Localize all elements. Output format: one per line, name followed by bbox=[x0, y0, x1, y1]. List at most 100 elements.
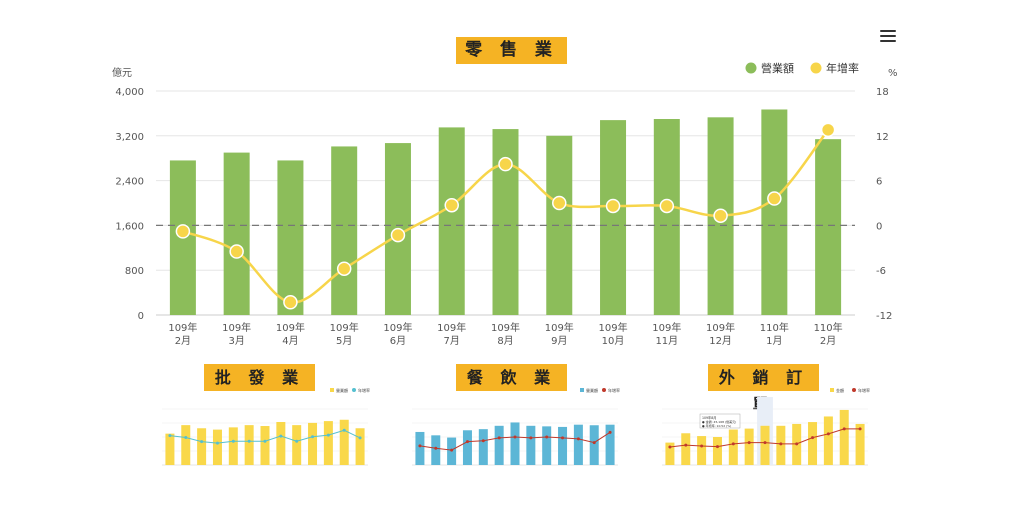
x-tick-label-month: 3月 bbox=[228, 335, 244, 347]
x-tick-label-year: 109年 bbox=[706, 321, 735, 334]
mini-growth-point bbox=[311, 435, 315, 439]
mini-bar bbox=[228, 427, 238, 465]
mini-growth-point bbox=[465, 440, 469, 444]
mini-bar bbox=[558, 426, 568, 465]
mini-growth-point bbox=[184, 435, 188, 439]
mini-bar bbox=[431, 435, 441, 465]
export-orders-mini-chart: 金額 年增率 109年8月● 金額: 45,168 (億美元)● 年增率: 10.5… bbox=[662, 387, 870, 466]
x-tick-label-year: 110年 bbox=[814, 321, 843, 334]
mini-bar bbox=[415, 431, 425, 465]
bar bbox=[653, 119, 680, 315]
y-left-tick-label: 4,000 bbox=[115, 87, 144, 98]
mini-growth-point bbox=[279, 434, 283, 438]
mini-growth-point bbox=[513, 435, 517, 439]
growth-rate-point bbox=[336, 261, 352, 276]
main-chart: 0 800 1,600 2,400 3,200 4,000 -12 -6 0 6 12 18 億元 % 10… bbox=[112, 61, 898, 347]
mini-legend-label-bar: 營業額 bbox=[586, 387, 598, 393]
x-tick-label-year: 109年 bbox=[276, 321, 305, 334]
mini-growth-point bbox=[561, 436, 565, 440]
mini-growth-point bbox=[295, 439, 299, 443]
mini-tooltip-line: ● 年增率: 10.52 (%) bbox=[702, 423, 731, 428]
mini-bar bbox=[212, 429, 222, 465]
mini-growth-point bbox=[715, 445, 719, 449]
x-tick-label-year: 109年 bbox=[168, 321, 197, 334]
legend-label-growth: 年增率 bbox=[826, 61, 859, 75]
mini-bar bbox=[339, 419, 349, 465]
bar bbox=[277, 160, 304, 315]
mini-bar bbox=[605, 424, 615, 465]
mini-bar bbox=[244, 425, 254, 465]
export-orders-chart-title: 外 銷 訂 單 bbox=[708, 364, 819, 414]
growth-rate-point bbox=[552, 195, 567, 211]
mini-growth-point bbox=[231, 439, 235, 443]
mini-bar bbox=[323, 421, 333, 465]
growth-rate-point bbox=[229, 244, 244, 259]
mini-growth-point bbox=[481, 439, 485, 443]
x-tick-label-month: 2月 bbox=[175, 335, 191, 347]
mini-growth-point bbox=[731, 442, 735, 446]
mini-bar bbox=[494, 425, 504, 465]
mini-legend-marker-bar bbox=[330, 388, 334, 392]
mini-bar bbox=[355, 428, 365, 465]
mini-bar bbox=[308, 422, 318, 465]
x-tick-label-year: 109年 bbox=[545, 321, 574, 334]
x-tick-label-month: 4月 bbox=[282, 335, 298, 347]
growth-rate-point bbox=[444, 197, 459, 213]
legend-label-revenue: 營業額 bbox=[761, 62, 794, 75]
mini-growth-point bbox=[529, 436, 533, 440]
mini-bar bbox=[808, 422, 818, 465]
mini-bar bbox=[855, 423, 865, 465]
mini-bar bbox=[823, 416, 833, 465]
mini-legend-label-line: 年增率 bbox=[858, 387, 870, 393]
mini-growth-point bbox=[168, 434, 172, 438]
x-tick-label-month: 8月 bbox=[497, 335, 513, 347]
wholesale-mini-chart: 營業額 年增率 bbox=[162, 387, 370, 466]
mini-growth-point bbox=[200, 440, 204, 444]
mini-growth-point bbox=[779, 442, 783, 446]
x-tick-label-year: 109年 bbox=[652, 321, 681, 334]
mini-bar bbox=[260, 426, 270, 465]
x-tick-label-month: 7月 bbox=[444, 335, 460, 347]
bar bbox=[331, 146, 358, 315]
x-tick-label-month: 2月 bbox=[820, 335, 836, 347]
y-left-tick-label: 3,200 bbox=[115, 132, 144, 143]
mini-bar bbox=[665, 442, 675, 465]
mini-bar bbox=[589, 425, 599, 465]
bar bbox=[438, 127, 465, 316]
wholesale-chart-title: 批 發 業 bbox=[204, 364, 315, 391]
mini-growth-point bbox=[747, 441, 751, 445]
hamburger-menu-icon[interactable] bbox=[880, 30, 896, 44]
x-tick-label-month: 11月 bbox=[655, 335, 678, 347]
mini-bar bbox=[462, 430, 472, 465]
growth-rate-point bbox=[820, 122, 836, 138]
x-tick-label-month: 6月 bbox=[390, 335, 406, 347]
x-tick-label-year: 110年 bbox=[760, 321, 789, 334]
mini-bar bbox=[292, 425, 302, 465]
x-tick-label-year: 109年 bbox=[437, 321, 466, 334]
mini-growth-point bbox=[576, 437, 580, 441]
y-right-tick-label: 18 bbox=[876, 87, 889, 98]
mini-growth-point bbox=[545, 435, 549, 439]
mini-legend-marker-line bbox=[352, 388, 356, 392]
mini-bar bbox=[542, 426, 552, 465]
bar bbox=[223, 152, 250, 315]
mini-growth-point bbox=[497, 436, 501, 440]
x-tick-label-year: 109年 bbox=[598, 321, 627, 334]
mini-bar bbox=[197, 428, 207, 465]
mini-legend-label-line: 年增率 bbox=[358, 387, 370, 393]
mini-growth-point bbox=[842, 427, 846, 431]
mini-bar bbox=[510, 422, 520, 465]
mini-growth-point bbox=[684, 443, 688, 447]
mini-legend-label-bar: 金額 bbox=[836, 387, 844, 393]
x-tick-label-month: 1月 bbox=[766, 335, 782, 347]
mini-growth-point bbox=[418, 444, 422, 448]
mini-growth-point bbox=[826, 432, 830, 436]
x-tick-label-month: 12月 bbox=[709, 335, 732, 347]
growth-rate-point bbox=[390, 227, 406, 243]
x-tick-label-month: 5月 bbox=[336, 335, 352, 347]
mini-growth-point bbox=[592, 441, 596, 445]
mini-tooltip-title: 109年8月 bbox=[702, 415, 717, 420]
mini-growth-point bbox=[326, 433, 330, 437]
food-service-chart-title: 餐 飲 業 bbox=[456, 364, 567, 391]
growth-rate-point bbox=[659, 198, 675, 214]
